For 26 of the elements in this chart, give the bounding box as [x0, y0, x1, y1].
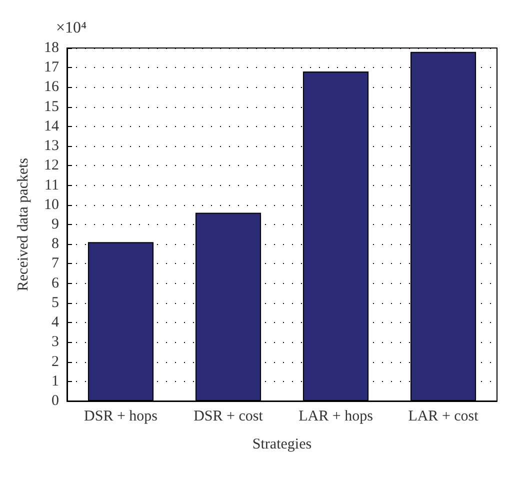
y-tick-label: 8 [52, 236, 59, 252]
y-tick-label: 3 [52, 334, 59, 350]
y-tick-label: 6 [52, 275, 60, 292]
y-tick-label: 17 [44, 60, 60, 76]
y-tick-label: 18 [44, 40, 59, 56]
x-tick-label: LAR + hops [298, 408, 374, 424]
y-tick-label: 5 [52, 294, 59, 311]
y-tick-label: 10 [44, 196, 59, 213]
y-tick-label: 4 [52, 314, 60, 331]
x-tick-label: LAR + cost [408, 408, 480, 424]
y-axis-title: Received data packets [16, 158, 32, 292]
y-tick-label: 12 [44, 158, 59, 174]
y-tick-label: 13 [44, 138, 59, 154]
y-tick-label: 14 [44, 118, 60, 134]
text: ×10⁴ [56, 20, 88, 36]
y-tick-label: 11 [44, 177, 59, 194]
y-tick-label: 1 [52, 373, 59, 390]
y-tick-label: 16 [44, 79, 60, 96]
y-tick-label: 9 [52, 216, 59, 232]
y-tick-label: 2 [52, 354, 59, 370]
x-tick-label: DSR + hops [84, 408, 158, 424]
y-tick-label: 7 [52, 256, 60, 272]
x-tick-label: DSR + cost [194, 408, 264, 424]
x-axis-title: Strategies [252, 436, 312, 452]
y-tick-label: 15 [44, 98, 59, 115]
y-tick-label: 0 [52, 393, 59, 409]
